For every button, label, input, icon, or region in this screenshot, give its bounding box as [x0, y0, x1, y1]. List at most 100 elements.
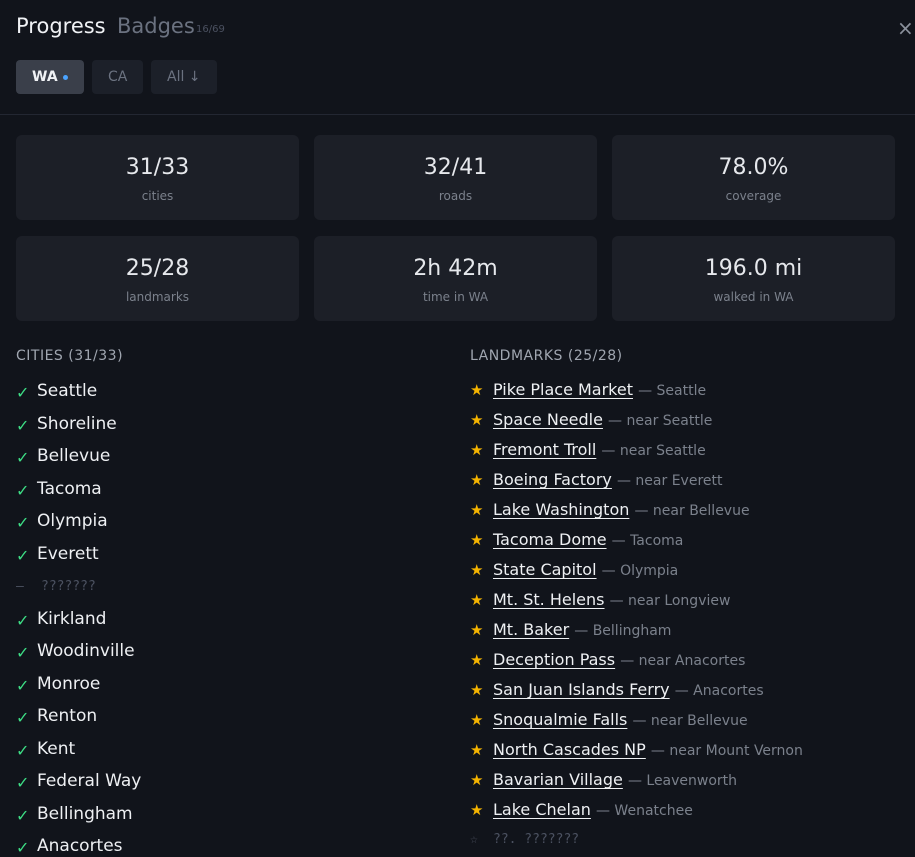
- stat-value: 2h 42m: [413, 256, 498, 281]
- city-name: Seattle: [37, 381, 98, 401]
- stat-card: 25/28 landmarks: [16, 236, 299, 321]
- landmark-row: Boeing Factory — near Everett: [493, 470, 723, 489]
- city-name: Monroe: [37, 673, 101, 694]
- landmark-row: Space Needle — near Seattle: [493, 410, 712, 429]
- check-icon: ✓: [16, 643, 30, 662]
- dash-icon: —: [16, 579, 24, 594]
- check-icon: ✓: [16, 480, 30, 500]
- stat-value: 32/41: [423, 155, 488, 180]
- landmark-name[interactable]: Fremont Troll: [493, 440, 597, 459]
- landmark-location: — near Everett: [616, 473, 723, 489]
- stat-value: 196.0 mi: [704, 256, 803, 281]
- check-icon: ✓: [16, 773, 30, 792]
- filter-label: WA: [32, 69, 58, 85]
- landmark-location: — Wenatchee: [595, 803, 693, 819]
- filter-button[interactable]: CA: [92, 60, 144, 94]
- active-dot: [62, 74, 68, 80]
- filter-label: All ↓: [167, 69, 201, 85]
- landmark-name[interactable]: Lake Chelan: [493, 800, 591, 819]
- stat-label: cities: [141, 189, 174, 203]
- filter-button[interactable]: All ↓: [151, 60, 217, 94]
- city-name: Bellingham: [37, 803, 133, 824]
- separator: [0, 114, 915, 115]
- check-icon: ✓: [16, 545, 30, 565]
- landmark-location: — Leavenworth: [627, 773, 738, 789]
- stat-value: 25/28: [125, 256, 190, 281]
- star-icon: ★: [470, 741, 484, 759]
- landmark-location: — Olympia: [601, 563, 679, 579]
- cities-heading: CITIES (31/33): [16, 348, 124, 364]
- stat-label: time in WA: [422, 290, 489, 304]
- stat-card: 32/41 roads: [314, 135, 597, 220]
- city-name: Shoreline: [37, 413, 117, 434]
- city-name: Bellevue: [37, 446, 111, 466]
- city-name: Woodinville: [37, 641, 135, 661]
- stat-label: roads: [438, 189, 473, 203]
- stat-label: landmarks: [125, 290, 190, 304]
- star-icon: ★: [470, 501, 484, 519]
- landmark-location: — Bellingham: [574, 623, 672, 639]
- landmark-name[interactable]: Tacoma Dome: [493, 530, 607, 549]
- landmark-name[interactable]: Space Needle: [493, 410, 603, 429]
- star-icon: ★: [470, 681, 484, 699]
- stat-label: walked in WA: [713, 290, 794, 304]
- stat-label: coverage: [725, 189, 782, 203]
- landmarks-heading: LANDMARKS (25/28): [470, 348, 623, 364]
- city-name: Anacortes: [37, 836, 123, 856]
- check-icon: ✓: [16, 740, 30, 760]
- star-icon: ★: [470, 411, 484, 429]
- landmark-name[interactable]: Boeing Factory: [493, 470, 612, 489]
- star-icon: ★: [470, 711, 484, 729]
- landmark-row: Deception Pass — near Anacortes: [493, 650, 745, 669]
- city-name: Tacoma: [37, 478, 102, 499]
- landmark-location: — near Seattle: [601, 443, 706, 459]
- landmark-name[interactable]: Mt. Baker: [493, 620, 570, 639]
- badge-count: 16/69: [196, 24, 225, 35]
- city-name: Federal Way: [37, 771, 142, 791]
- landmark-name[interactable]: Deception Pass: [493, 650, 616, 669]
- check-icon: ✓: [16, 675, 30, 695]
- check-icon: ✓: [16, 448, 30, 467]
- unknown-landmark: ??. ???????: [493, 832, 580, 847]
- city-name: Everett: [37, 543, 99, 564]
- check-icon: ✓: [16, 513, 30, 532]
- filter-button[interactable]: WA: [16, 60, 84, 94]
- landmark-name[interactable]: State Capitol: [493, 560, 597, 579]
- stat-value: 78.0%: [718, 155, 789, 180]
- stat-card: 196.0 mi walked in WA: [612, 236, 895, 321]
- stat-card: 2h 42m time in WA: [314, 236, 597, 321]
- landmark-row: Bavarian Village — Leavenworth: [493, 770, 737, 789]
- check-icon: ✓: [16, 610, 30, 630]
- landmark-name[interactable]: San Juan Islands Ferry: [493, 680, 670, 699]
- landmark-location: — near Bellevue: [632, 713, 748, 729]
- badges-tab[interactable]: Badges: [117, 14, 195, 38]
- landmark-row: Pike Place Market — Seattle: [493, 380, 706, 399]
- filter-label: CA: [108, 69, 128, 85]
- stat-card: 31/33 cities: [16, 135, 299, 220]
- city-name: Kent: [37, 738, 76, 759]
- landmark-row: North Cascades NP — near Mount Vernon: [493, 740, 803, 759]
- landmark-name[interactable]: Snoqualmie Falls: [493, 710, 628, 729]
- star-icon: ★: [470, 621, 484, 639]
- landmark-name[interactable]: Bavarian Village: [493, 770, 623, 789]
- check-icon: ✓: [16, 838, 30, 857]
- landmark-name[interactable]: Lake Washington: [493, 500, 630, 519]
- landmark-row: Snoqualmie Falls — near Bellevue: [493, 710, 748, 729]
- landmark-row: Lake Washington — near Bellevue: [493, 500, 750, 519]
- landmark-location: — near Bellevue: [634, 503, 750, 519]
- landmark-location: — near Anacortes: [620, 653, 746, 669]
- check-icon: ✓: [16, 383, 30, 402]
- landmark-row: Fremont Troll — near Seattle: [493, 440, 706, 459]
- landmark-row: Mt. Baker — Bellingham: [493, 620, 671, 639]
- landmark-name[interactable]: Pike Place Market: [493, 380, 633, 399]
- title[interactable]: Progress: [16, 14, 106, 38]
- landmark-row: San Juan Islands Ferry — Anacortes: [493, 680, 764, 699]
- landmark-name[interactable]: North Cascades NP: [493, 740, 646, 759]
- empty-star-icon: ☆: [470, 832, 478, 847]
- landmark-location: — near Longview: [609, 593, 731, 609]
- close-button[interactable]: ×: [897, 16, 914, 40]
- unknown-city: ???????: [41, 579, 96, 594]
- landmark-location: — near Mount Vernon: [650, 743, 803, 759]
- landmark-name[interactable]: Mt. St. Helens: [493, 590, 605, 609]
